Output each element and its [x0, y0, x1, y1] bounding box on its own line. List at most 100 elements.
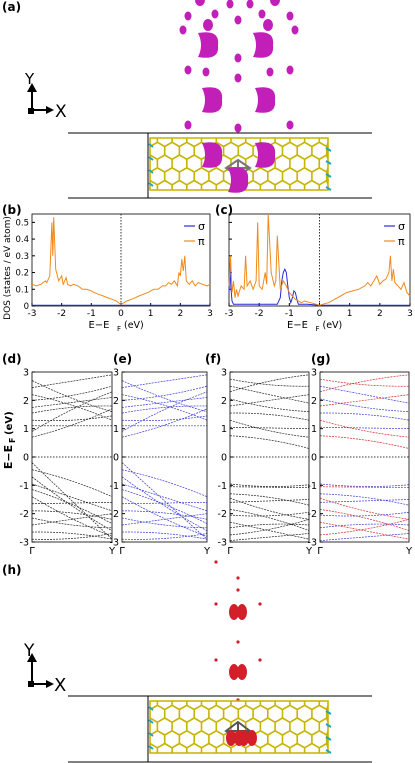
axis-x-glyph: X [55, 102, 67, 122]
isosurface-blob [203, 19, 213, 31]
band-line [31, 513, 113, 526]
isosurface-blob [258, 9, 266, 19]
band-line [319, 533, 410, 541]
x-tick-label: 2 [377, 309, 383, 319]
band-line [121, 380, 208, 413]
isosurface-blob [234, 15, 242, 25]
band-line [121, 374, 208, 388]
x-tick-label: 0 [317, 309, 323, 319]
band-line [319, 486, 410, 488]
band-line [31, 469, 113, 497]
isosurface-blob [195, 0, 205, 6]
band-line [319, 521, 410, 540]
band-line [31, 489, 113, 524]
y-tick-label: 0 [311, 453, 317, 464]
isosurface-lobe [228, 167, 249, 193]
edge-hydrogen [148, 156, 154, 161]
band-line [319, 374, 410, 393]
y-tick-label: 2 [23, 396, 29, 407]
band-line [121, 405, 208, 414]
x-axis-label-sub: F [117, 325, 121, 333]
isosurface-blob [234, 123, 242, 133]
band-line [229, 533, 310, 541]
isosurface-lobe [198, 32, 219, 58]
y-tick-label: 2 [113, 396, 119, 407]
panel-label-f: (f) [205, 352, 222, 366]
x-tick-label: Γ [317, 546, 323, 555]
dos-chart-b: -3 -2 -1 0 1 2 3 0 0.1 0.2 0.3 0.4 0.5 σπ E−E F (eV) DOS… [3, 213, 213, 333]
y-tick-label: -1 [20, 481, 29, 492]
x-tick-label: -1 [87, 309, 96, 319]
band-line [319, 435, 410, 449]
y-tick-label: -2 [110, 509, 119, 520]
edge-hydrogen [148, 719, 154, 724]
band-line [229, 426, 310, 430]
axis-y-glyph-h: Y [23, 641, 35, 661]
y-tick-label: 1 [113, 424, 119, 435]
band-line [121, 483, 208, 512]
y-tick-label: -3 [20, 538, 29, 549]
band-line [121, 476, 208, 531]
x-tick-label: 1 [148, 309, 154, 319]
band-line [121, 469, 208, 497]
y-tick-label: -1 [308, 481, 317, 492]
isosurface-blob [263, 19, 273, 31]
isosurface-blob [202, 67, 210, 77]
band-line [229, 518, 310, 536]
y-tick-label: 0.2 [15, 269, 29, 279]
band-line [121, 415, 208, 422]
isosurface-blob [286, 65, 294, 75]
band-line [31, 415, 113, 422]
panel-label-h: (h) [2, 563, 22, 577]
band-line [229, 398, 310, 413]
x-tick-label: Y [305, 546, 313, 555]
isosurface-blob [184, 120, 192, 130]
band-line [229, 378, 310, 387]
edge-hydrogen [148, 143, 154, 148]
band-line [319, 493, 410, 506]
y-tick-label: 1 [221, 424, 227, 435]
y-tick-label: 0 [221, 453, 227, 464]
panel-label-g: (g) [311, 352, 331, 366]
lattice-hexagons [149, 700, 329, 754]
x-axis-label: E−E [88, 320, 109, 331]
y-tick-label: 3 [23, 368, 29, 379]
y-tick-label: 0.5 [15, 218, 29, 228]
x-tick-label: -1 [285, 309, 294, 319]
panel-label-c: (c) [215, 203, 234, 217]
y-tick-label: 0 [23, 453, 29, 464]
isosurface-dot [236, 640, 240, 644]
isosurface-blob [234, 73, 242, 83]
band-line [319, 511, 410, 517]
axis-glyph-h: Y X [23, 641, 66, 696]
y-tick-label: -1 [110, 481, 119, 492]
panel-h-structure: Y X [23, 560, 372, 763]
isosurface-dot [214, 602, 218, 606]
band-line [31, 531, 113, 540]
band-line [319, 426, 410, 430]
band-line [121, 531, 208, 540]
band-line [229, 435, 310, 449]
y-tick-label: -2 [20, 509, 29, 520]
y-axis-label: DOS (states / eV atom) [3, 216, 13, 320]
legend-label: π [198, 235, 205, 248]
edge-hydrogen [325, 749, 332, 754]
band-line [31, 385, 113, 401]
isosurface-dot [214, 560, 218, 564]
edge-hydrogen [325, 147, 332, 152]
series-line-pi [228, 213, 411, 306]
isosurface-lobe [253, 32, 274, 58]
y-tick-label: 3 [113, 368, 119, 379]
isosurface-blob [286, 120, 294, 130]
isosurface-dot [214, 658, 218, 662]
x-axis-label: E−E [287, 320, 308, 331]
band-line [121, 510, 208, 520]
y-tick-label: -1 [218, 481, 227, 492]
isosurface-lobe [226, 730, 236, 746]
panel-label-a: (a) [2, 0, 22, 14]
isosurface-dot [258, 602, 262, 606]
band-line [31, 405, 113, 414]
band-line [229, 493, 310, 506]
x-tick-label: Γ [29, 546, 35, 555]
